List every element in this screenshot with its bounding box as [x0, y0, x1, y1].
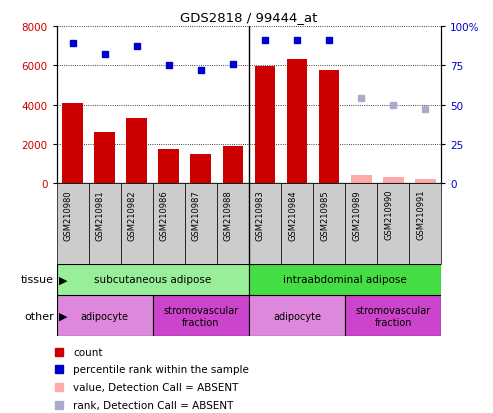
- Title: GDS2818 / 99444_at: GDS2818 / 99444_at: [180, 11, 317, 24]
- Bar: [126, 119, 147, 184]
- Bar: [415, 180, 436, 184]
- Bar: [57, 295, 153, 337]
- Bar: [254, 67, 276, 184]
- Bar: [286, 60, 308, 184]
- Bar: [222, 147, 244, 184]
- Bar: [281, 184, 313, 264]
- Text: GSM210982: GSM210982: [128, 190, 137, 240]
- Bar: [158, 150, 179, 184]
- Text: value, Detection Call = ABSENT: value, Detection Call = ABSENT: [73, 382, 239, 392]
- Text: GSM210987: GSM210987: [192, 190, 201, 240]
- Text: GSM210983: GSM210983: [256, 190, 265, 240]
- Text: GSM210985: GSM210985: [320, 190, 329, 240]
- Bar: [249, 264, 441, 295]
- Text: GSM210986: GSM210986: [160, 190, 169, 240]
- Text: adipocyte: adipocyte: [273, 311, 321, 321]
- Text: ▶: ▶: [59, 275, 68, 285]
- Text: GSM210980: GSM210980: [64, 190, 73, 240]
- Bar: [57, 264, 249, 295]
- Bar: [249, 295, 345, 337]
- Bar: [383, 178, 404, 184]
- Text: adipocyte: adipocyte: [81, 311, 129, 321]
- Bar: [153, 184, 185, 264]
- Bar: [345, 184, 377, 264]
- Bar: [89, 184, 121, 264]
- Text: GSM210991: GSM210991: [416, 190, 425, 240]
- Text: GSM210984: GSM210984: [288, 190, 297, 240]
- Bar: [249, 184, 281, 264]
- Text: tissue: tissue: [21, 275, 54, 285]
- Text: rank, Detection Call = ABSENT: rank, Detection Call = ABSENT: [73, 400, 234, 410]
- Text: intraabdominal adipose: intraabdominal adipose: [283, 275, 407, 285]
- Bar: [94, 133, 115, 184]
- Bar: [351, 176, 372, 184]
- Bar: [153, 295, 249, 337]
- Text: subcutaneous adipose: subcutaneous adipose: [94, 275, 211, 285]
- Text: other: other: [25, 311, 54, 321]
- Text: percentile rank within the sample: percentile rank within the sample: [73, 364, 249, 375]
- Text: GSM210989: GSM210989: [352, 190, 361, 240]
- Bar: [217, 184, 249, 264]
- Text: count: count: [73, 347, 103, 357]
- Text: GSM210990: GSM210990: [384, 190, 393, 240]
- Bar: [121, 184, 153, 264]
- Bar: [190, 154, 211, 184]
- Bar: [57, 184, 89, 264]
- Text: GSM210981: GSM210981: [96, 190, 105, 240]
- Bar: [345, 295, 441, 337]
- Text: GSM210988: GSM210988: [224, 190, 233, 240]
- Bar: [185, 184, 217, 264]
- Text: stromovascular
fraction: stromovascular fraction: [355, 305, 431, 327]
- Bar: [313, 184, 345, 264]
- Text: stromovascular
fraction: stromovascular fraction: [163, 305, 239, 327]
- Text: ▶: ▶: [59, 311, 68, 321]
- Bar: [377, 184, 409, 264]
- Bar: [318, 71, 340, 184]
- Bar: [409, 184, 441, 264]
- Bar: [62, 103, 83, 184]
